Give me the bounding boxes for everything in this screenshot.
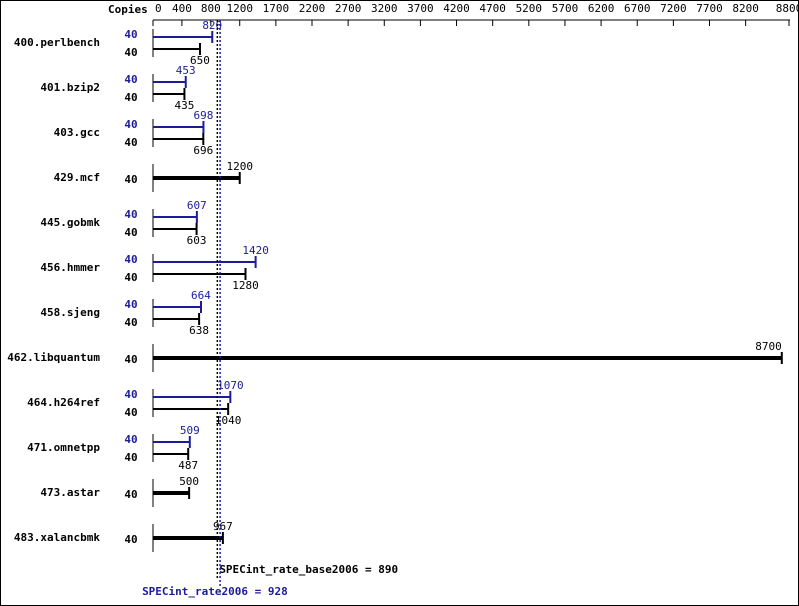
reference-label: SPECint_rate2006 = 928 [142,585,288,598]
copies-label: 40 [124,173,137,186]
copies-label: 40 [124,406,137,419]
category-label: 471.omnetpp [27,441,100,454]
copies-label: 40 [124,488,137,501]
value-label: 1420 [242,244,269,257]
reference-label: SPECint_rate_base2006 = 890 [219,563,398,576]
copies-label: 40 [124,353,137,366]
x-tick-label: 400 [172,2,192,15]
x-tick-label: 2200 [299,2,326,15]
copies-label: 40 [124,451,137,464]
value-label: 500 [179,475,199,488]
x-tick-label: 1700 [263,2,290,15]
value-label: 1040 [215,414,242,427]
x-tick-label: 3200 [371,2,398,15]
category-label: 483.xalancbmk [14,531,100,544]
value-label: 1070 [217,379,244,392]
value-label: 820 [202,19,222,32]
category-label: 445.gobmk [40,216,100,229]
category-label: 401.bzip2 [40,81,100,94]
category-label: 400.perlbench [14,36,100,49]
x-tick-label: 5200 [516,2,543,15]
value-label: 1280 [232,279,259,292]
copies-label: 40 [124,28,137,41]
copies-label: 40 [124,226,137,239]
copies-label: 40 [124,433,137,446]
value-label: 453 [176,64,196,77]
x-tick-label: 6200 [588,2,615,15]
x-tick-label: 0 [155,2,162,15]
category-label: 456.hmmer [40,261,100,274]
value-label: 603 [187,234,207,247]
x-tick-label: 4200 [443,2,470,15]
category-label: 458.sjeng [40,306,100,319]
copies-label: 40 [124,118,137,131]
category-label: 429.mcf [54,171,100,184]
x-tick-label: 7200 [660,2,687,15]
copies-label: 40 [124,388,137,401]
value-label: 967 [213,520,233,533]
value-label: 435 [175,99,195,112]
value-label: 607 [187,199,207,212]
copies-label: 40 [124,316,137,329]
copies-label: 40 [124,208,137,221]
x-tick-label: 8200 [732,2,759,15]
category-label: 462.libquantum [7,351,100,364]
copies-label: 40 [124,46,137,59]
x-tick-label: 5700 [552,2,579,15]
category-label: 464.h264ref [27,396,100,409]
x-tick-label: 2700 [335,2,362,15]
copies-label: 40 [124,136,137,149]
x-tick-label: 1200 [226,2,253,15]
value-label: 650 [190,54,210,67]
value-label: 664 [191,289,211,302]
x-tick-label: 8800 [776,2,799,15]
copies-label: 40 [124,91,137,104]
value-label: 509 [180,424,200,437]
value-label: 487 [178,459,198,472]
copies-header: Copies [108,3,148,16]
copies-label: 40 [124,253,137,266]
copies-label: 40 [124,533,137,546]
value-label: 638 [189,324,209,337]
copies-label: 40 [124,298,137,311]
copies-label: 40 [124,73,137,86]
x-tick-label: 4700 [479,2,506,15]
x-tick-label: 800 [201,2,221,15]
value-label: 1200 [226,160,253,173]
x-tick-label: 6700 [624,2,651,15]
value-label: 698 [194,109,214,122]
value-label: 8700 [755,340,782,353]
value-label: 696 [193,144,213,157]
x-tick-label: 7700 [696,2,723,15]
copies-label: 40 [124,271,137,284]
category-label: 473.astar [40,486,100,499]
x-tick-label: 3700 [407,2,434,15]
category-label: 403.gcc [54,126,100,139]
